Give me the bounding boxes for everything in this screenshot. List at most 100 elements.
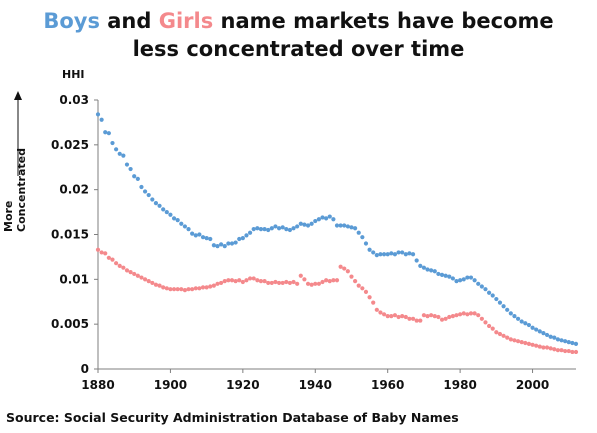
- girls-data-point: [512, 338, 517, 343]
- more-concentrated-annotation: MoreConcentrated: [2, 91, 28, 232]
- girls-data-point: [563, 348, 568, 354]
- girls-data-point: [291, 279, 296, 285]
- boys-data-point: [121, 153, 126, 158]
- girls-data-point: [266, 280, 271, 286]
- girls-data-point: [99, 250, 104, 255]
- girls-data-point: [276, 280, 282, 286]
- boys-data-point: [425, 267, 430, 272]
- x-tick-label: 1960: [371, 378, 404, 392]
- girls-data-point: [139, 275, 144, 280]
- girls-data-point: [150, 280, 155, 286]
- boys-data-point: [497, 300, 503, 305]
- boys-data-point: [258, 227, 264, 232]
- y-tick-label: 0.03: [59, 93, 89, 107]
- girls-data-point: [313, 281, 318, 286]
- girls-data-point: [255, 278, 260, 283]
- girls-data-point: [334, 278, 340, 283]
- boys-data-point: [566, 340, 571, 345]
- boys-data-point: [193, 233, 198, 238]
- boys-data-point: [490, 293, 495, 298]
- boys-data-point: [476, 281, 481, 286]
- girls-data-point: [403, 314, 408, 320]
- boys-data-point: [483, 287, 488, 292]
- girls-data-point: [418, 318, 423, 323]
- girls-data-point: [182, 287, 188, 293]
- girls-data-point: [490, 326, 495, 331]
- girls-data-point: [519, 340, 524, 345]
- boys-data-point: [273, 224, 278, 229]
- x-tick-label: 1980: [443, 378, 476, 392]
- boys-data-point: [266, 227, 271, 233]
- boys-data-point: [211, 243, 216, 248]
- boys-data-point: [132, 174, 137, 179]
- boys-data-point: [363, 241, 369, 246]
- boys-data-point: [295, 224, 300, 229]
- boys-data-point: [320, 215, 325, 220]
- girls-data-point: [284, 279, 289, 285]
- title-line-2: less concentrated over time: [132, 37, 465, 61]
- boys-data-point: [334, 223, 340, 228]
- boys-data-point: [515, 316, 521, 321]
- boys-data-point: [544, 332, 550, 338]
- boys-data-point: [262, 227, 267, 232]
- girls-data-point: [483, 320, 488, 325]
- boys-data-point: [461, 277, 466, 282]
- boys-data-point: [548, 334, 553, 339]
- boys-data-point: [226, 241, 231, 246]
- boys-data-point: [287, 227, 293, 233]
- girls-data-point: [208, 284, 213, 289]
- girls-data-point: [530, 342, 535, 347]
- girls-data-point: [414, 318, 419, 323]
- girls-data-point: [204, 285, 209, 290]
- girls-data-point: [400, 314, 405, 319]
- x-tick-label: 1940: [299, 378, 332, 392]
- boys-data-point: [356, 230, 361, 235]
- annotation-arrow-head: [14, 91, 22, 100]
- boys-data-point: [537, 329, 542, 334]
- boys-data-point: [182, 224, 188, 229]
- girls-data-point: [146, 279, 151, 284]
- girls-data-point: [436, 314, 441, 320]
- boys-data-point: [407, 251, 412, 256]
- boys-data-point: [494, 296, 499, 302]
- boys-data-point: [472, 278, 477, 283]
- girls-data-point: [273, 279, 278, 285]
- boys-data-point: [164, 209, 169, 215]
- girls-data-point: [505, 335, 510, 340]
- girls-data-point: [494, 330, 499, 335]
- girls-data-point: [515, 339, 521, 344]
- girls-data-point: [110, 257, 115, 262]
- y-tick-label: 0.015: [51, 228, 89, 242]
- girls-data-point: [544, 345, 550, 350]
- girls-data-point: [219, 280, 224, 286]
- girls-data-point: [186, 287, 191, 292]
- girls-data-point: [280, 280, 285, 286]
- girls-data-point: [200, 285, 206, 290]
- boys-data-point: [403, 252, 408, 257]
- boys-data-point: [396, 250, 401, 255]
- girls-data-point: [193, 286, 198, 291]
- girls-data-point: [251, 276, 256, 281]
- boys-data-point: [563, 339, 568, 344]
- boys-data-point: [237, 236, 242, 242]
- girls-data-point: [392, 313, 398, 318]
- girls-data-point: [175, 287, 180, 292]
- boys-data-point: [175, 218, 180, 223]
- boys-data-point: [353, 226, 358, 231]
- girls-data-point: [142, 277, 148, 282]
- boys-data-point: [378, 252, 383, 257]
- boys-data-point: [371, 250, 376, 255]
- girls-data-point: [157, 283, 162, 288]
- girls-data-point: [508, 337, 513, 342]
- boys-data-point: [117, 151, 122, 156]
- girls-data-point: [552, 347, 557, 352]
- boys-data-point: [222, 244, 227, 249]
- series-boys: [95, 112, 579, 346]
- girls-data-point: [479, 316, 484, 321]
- girls-data-point: [269, 280, 274, 286]
- boys-data-point: [313, 218, 318, 224]
- girls-data-point: [465, 312, 470, 317]
- boys-data-point: [186, 227, 191, 232]
- girls-data-point: [222, 279, 227, 284]
- boys-data-point: [150, 197, 155, 202]
